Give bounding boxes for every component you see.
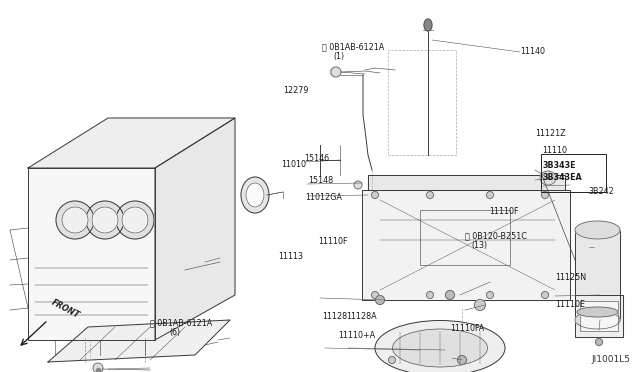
Polygon shape — [362, 190, 570, 300]
Ellipse shape — [458, 356, 467, 365]
Text: 11012GA: 11012GA — [305, 193, 342, 202]
Ellipse shape — [371, 292, 378, 298]
Text: FRONT: FRONT — [50, 298, 81, 320]
Ellipse shape — [354, 181, 362, 189]
Text: 3B343E: 3B343E — [542, 161, 575, 170]
Text: Ⓑ 0B1AB-6121A: Ⓑ 0B1AB-6121A — [322, 42, 384, 51]
Text: Ⓑ 0B120-B251C: Ⓑ 0B120-B251C — [465, 232, 527, 241]
Ellipse shape — [388, 356, 396, 363]
Ellipse shape — [541, 192, 548, 199]
Text: 15148: 15148 — [308, 176, 333, 185]
Text: (1): (1) — [333, 52, 344, 61]
Ellipse shape — [486, 192, 493, 199]
Ellipse shape — [56, 201, 94, 239]
Text: 15146: 15146 — [304, 154, 329, 163]
Ellipse shape — [577, 307, 618, 317]
Ellipse shape — [392, 329, 488, 367]
Ellipse shape — [92, 207, 118, 233]
Ellipse shape — [331, 67, 341, 77]
Text: (13): (13) — [471, 241, 487, 250]
Polygon shape — [28, 118, 235, 168]
Bar — [420, 210, 510, 265]
Ellipse shape — [486, 292, 493, 298]
Bar — [580, 301, 618, 331]
Text: 11110: 11110 — [542, 146, 567, 155]
Text: 11110F: 11110F — [318, 237, 348, 246]
Text: 11128: 11128 — [322, 312, 347, 321]
Ellipse shape — [426, 192, 433, 199]
Text: 11125N: 11125N — [556, 273, 587, 282]
Ellipse shape — [122, 207, 148, 233]
Text: 11128A: 11128A — [346, 312, 377, 321]
Ellipse shape — [540, 171, 556, 185]
Ellipse shape — [424, 19, 432, 31]
Polygon shape — [28, 168, 155, 340]
Text: 11110E: 11110E — [556, 300, 586, 309]
Text: 11121Z: 11121Z — [535, 129, 566, 138]
Ellipse shape — [116, 201, 154, 239]
Ellipse shape — [371, 192, 378, 199]
Text: 11010: 11010 — [282, 160, 307, 169]
Text: 12279: 12279 — [283, 86, 308, 94]
Ellipse shape — [575, 221, 620, 239]
Ellipse shape — [426, 292, 433, 298]
Text: 3B343EA: 3B343EA — [542, 173, 582, 182]
Ellipse shape — [246, 183, 264, 207]
Text: JI1001L5: JI1001L5 — [591, 355, 630, 364]
Ellipse shape — [376, 295, 385, 305]
Text: 11110F: 11110F — [489, 207, 518, 216]
Text: 11110+A: 11110+A — [338, 331, 375, 340]
Ellipse shape — [62, 207, 88, 233]
Bar — [541, 154, 606, 192]
Ellipse shape — [595, 339, 602, 346]
Text: Ⓑ 0B1AB-6121A: Ⓑ 0B1AB-6121A — [150, 318, 212, 327]
Polygon shape — [155, 118, 235, 340]
Ellipse shape — [474, 299, 486, 311]
Text: 11110FA: 11110FA — [451, 324, 485, 333]
Ellipse shape — [575, 311, 620, 329]
Bar — [580, 301, 618, 331]
Ellipse shape — [541, 292, 548, 298]
Polygon shape — [48, 320, 230, 362]
Ellipse shape — [241, 177, 269, 213]
Ellipse shape — [330, 67, 340, 77]
Text: 11140: 11140 — [520, 47, 545, 56]
Bar — [388, 50, 456, 155]
Bar — [575, 230, 620, 320]
Bar — [575, 295, 623, 337]
Ellipse shape — [375, 321, 505, 372]
Text: (6): (6) — [169, 328, 180, 337]
Text: 3B242: 3B242 — [589, 187, 614, 196]
Bar — [575, 295, 623, 337]
Text: 11113: 11113 — [278, 252, 303, 261]
Ellipse shape — [93, 363, 103, 372]
Ellipse shape — [445, 291, 454, 299]
Ellipse shape — [86, 201, 124, 239]
Polygon shape — [368, 175, 565, 190]
Bar — [575, 230, 620, 320]
